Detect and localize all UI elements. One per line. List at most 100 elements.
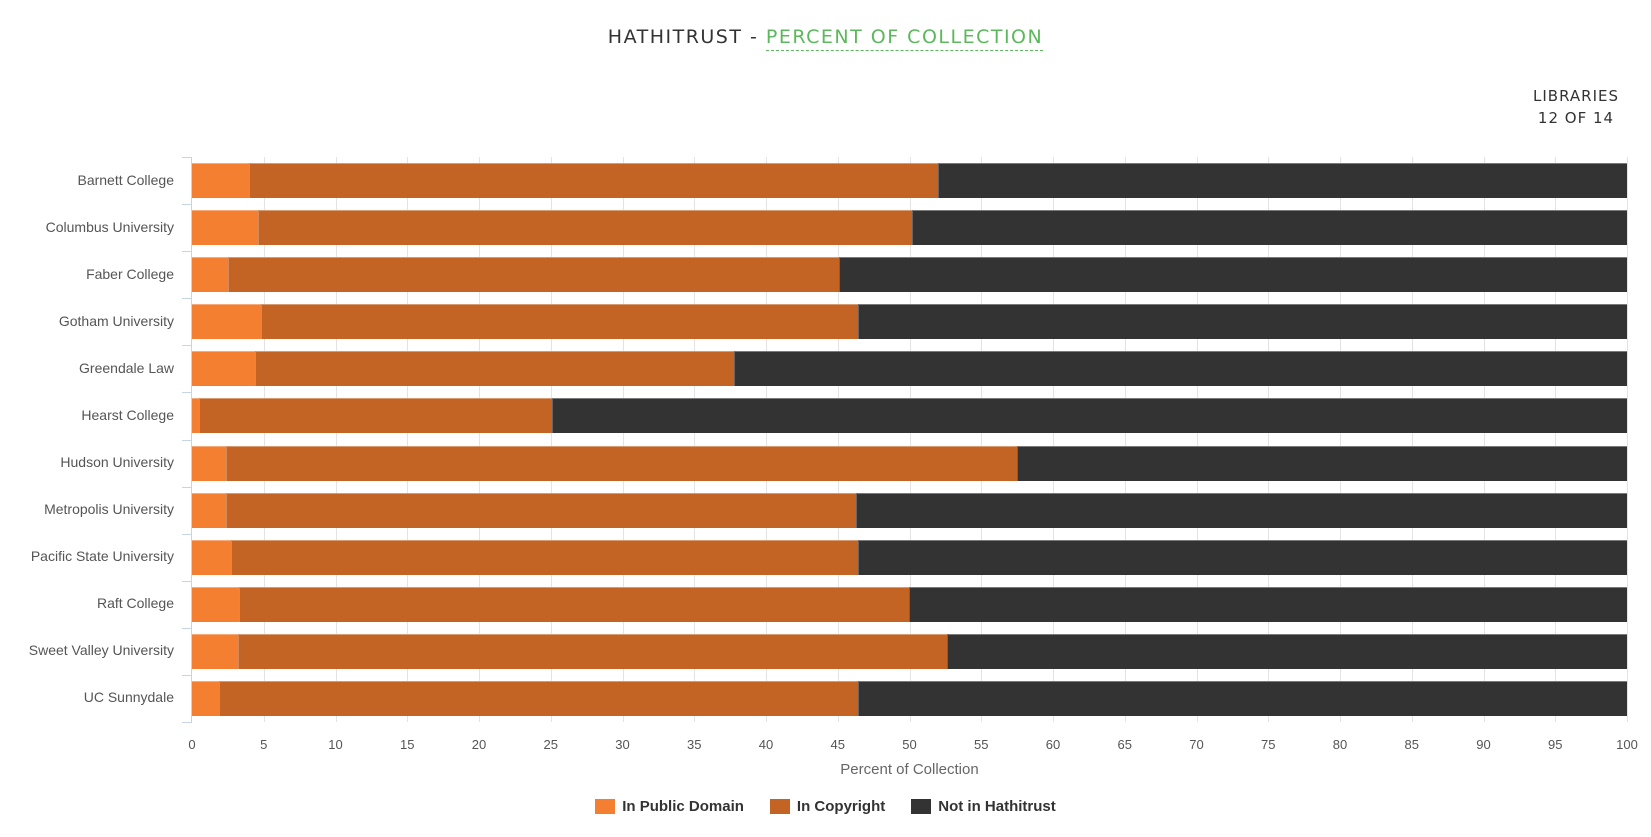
x-axis-tick-label: 60: [1045, 737, 1061, 752]
y-axis-tick: [182, 157, 192, 158]
legend-item[interactable]: In Public Domain: [595, 798, 744, 815]
bar-segment[interactable]: [946, 633, 1627, 669]
bar-row: [192, 163, 1627, 199]
bar-segment[interactable]: [857, 304, 1627, 340]
gridline: [837, 157, 839, 722]
x-axis-tick-label: 25: [543, 737, 558, 752]
y-axis-tick: [182, 345, 192, 347]
x-axis-tick-label: 95: [1548, 737, 1563, 752]
bar-row: [192, 210, 1627, 246]
gridline: [1196, 157, 1198, 722]
gridline: [694, 157, 696, 722]
bar-segment[interactable]: [192, 304, 261, 340]
x-axis-tick-label: 5: [260, 737, 268, 752]
bar-segment[interactable]: [192, 257, 228, 293]
bar-segment[interactable]: [192, 586, 240, 622]
x-axis-tick-label: 90: [1476, 737, 1491, 752]
x-axis-tick-label: 30: [615, 737, 630, 752]
bar-segment[interactable]: [239, 586, 910, 622]
legend-swatch-icon: [911, 799, 932, 814]
y-axis-label: Hearst College: [81, 406, 174, 423]
y-axis-tick: [182, 580, 192, 582]
y-axis-label: Barnett College: [77, 171, 174, 188]
gridline: [1053, 157, 1054, 722]
bar-segment[interactable]: [1017, 445, 1627, 481]
x-axis-tick-label: 75: [1261, 737, 1276, 752]
bar-segment[interactable]: [857, 680, 1627, 716]
bar-segment[interactable]: [909, 586, 1627, 622]
bar-row: [192, 633, 1627, 669]
gridline: [1340, 157, 1341, 722]
bar-segment[interactable]: [192, 210, 258, 246]
y-axis-label: UC Sunnydale: [83, 689, 174, 706]
bar-segment[interactable]: [192, 539, 231, 575]
bar-segment[interactable]: [839, 257, 1627, 293]
bar-segment[interactable]: [192, 633, 238, 669]
bar-row: [192, 257, 1627, 293]
bar-segment[interactable]: [938, 163, 1627, 199]
y-axis-tick: [182, 204, 192, 206]
legend-item[interactable]: In Copyright: [769, 798, 885, 815]
bar-segment[interactable]: [734, 351, 1627, 387]
bar-segment[interactable]: [237, 633, 947, 669]
bar-segment[interactable]: [226, 492, 857, 528]
metric-selector-link[interactable]: PERCENT OF COLLECTION: [765, 26, 1044, 51]
gridline: [909, 157, 911, 722]
y-axis-tick: [182, 627, 192, 629]
y-axis-tick: [182, 722, 192, 723]
counter-value: 12 OF 14: [1537, 109, 1615, 127]
y-axis-tick: [182, 392, 192, 394]
x-axis-tick-label: 40: [758, 737, 774, 752]
x-axis-tick-label: 85: [1404, 737, 1419, 752]
legend-item[interactable]: Not in Hathitrust: [911, 798, 1056, 815]
bar-segment[interactable]: [857, 539, 1627, 575]
bar-segment[interactable]: [856, 492, 1627, 528]
y-axis-tick: [182, 674, 192, 676]
x-axis-tick-label: 80: [1332, 737, 1348, 752]
gridline: [1555, 157, 1557, 722]
bar-segment[interactable]: [192, 445, 227, 481]
x-axis-tick-label: 45: [830, 737, 845, 752]
x-axis-tick-label: 55: [974, 737, 989, 752]
y-axis-tick: [182, 486, 192, 488]
bar-segment[interactable]: [192, 351, 256, 387]
y-axis-tick: [182, 298, 192, 300]
y-axis-label: Hudson University: [60, 454, 174, 471]
plot-area: [192, 157, 1628, 722]
bar-segment[interactable]: [260, 304, 858, 340]
bar-segment[interactable]: [192, 492, 227, 528]
bar-segment[interactable]: [227, 257, 840, 293]
gridline: [766, 157, 767, 722]
y-axis-label: Raft College: [96, 595, 174, 612]
bar-segment[interactable]: [199, 398, 553, 434]
x-axis-tick-label: 100: [1616, 737, 1638, 752]
bar-row: [192, 351, 1627, 387]
bar-row: [192, 539, 1627, 575]
bar-segment[interactable]: [255, 351, 735, 387]
x-axis-tick-label: 20: [471, 737, 487, 752]
x-axis-tick-label: 70: [1189, 737, 1204, 752]
bar-segment[interactable]: [258, 210, 913, 246]
chart-title: HATHITRUST - PERCENT OF COLLECTION: [0, 26, 1651, 51]
counter-label: LIBRARIES: [1533, 87, 1619, 105]
bar-segment[interactable]: [219, 680, 858, 716]
bar-segment[interactable]: [192, 398, 200, 434]
bar-segment[interactable]: [230, 539, 858, 575]
bar-segment[interactable]: [192, 680, 220, 716]
x-axis-tick-label: 65: [1117, 737, 1132, 752]
y-axis-tick: [182, 533, 192, 535]
bar-segment[interactable]: [552, 398, 1627, 434]
gridline: [550, 157, 552, 722]
y-axis-label: Greendale Law: [79, 359, 174, 376]
gridline: [1483, 157, 1485, 722]
title-prefix: HATHITRUST -: [607, 26, 766, 48]
bar-segment[interactable]: [226, 445, 1018, 481]
bar-segment[interactable]: [192, 163, 250, 199]
bar-row: [192, 304, 1627, 340]
gridline: [1411, 157, 1413, 722]
bar-segment[interactable]: [912, 210, 1627, 246]
bar-segment[interactable]: [249, 163, 939, 199]
legend-label: Not in Hathitrust: [938, 798, 1056, 815]
x-axis-tick-label: 0: [188, 737, 196, 752]
gridline: [1627, 157, 1628, 722]
